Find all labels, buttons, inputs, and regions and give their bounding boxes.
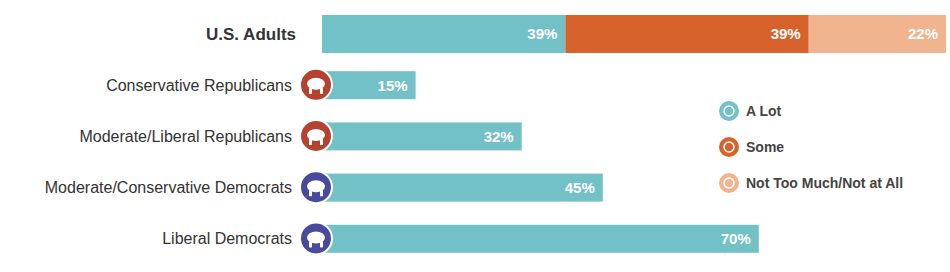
svg-text:Moderate/Liberal Republicans: Moderate/Liberal Republicans <box>79 128 292 145</box>
svg-text:39%: 39% <box>771 25 801 42</box>
svg-text:Moderate/Conservative Democrat: Moderate/Conservative Democrats <box>45 179 292 196</box>
svg-text:15%: 15% <box>378 77 408 94</box>
html-text:Some: Some <box>746 139 785 155</box>
svg-text:U.S. Adults: U.S. Adults <box>206 25 296 44</box>
svg-text:32%: 32% <box>484 128 514 145</box>
svg-text:70%: 70% <box>721 230 751 247</box>
html-text:A Lot: A Lot <box>746 103 782 119</box>
svg-text:39%: 39% <box>527 25 557 42</box>
svg-text:45%: 45% <box>565 179 595 196</box>
html-text:Not Too Much/Not at All: Not Too Much/Not at All <box>746 175 904 191</box>
svg-text:Conservative Republicans: Conservative Republicans <box>106 77 292 94</box>
svg-text:Liberal Democrats: Liberal Democrats <box>162 230 292 247</box>
svg-text:22%: 22% <box>908 25 938 42</box>
